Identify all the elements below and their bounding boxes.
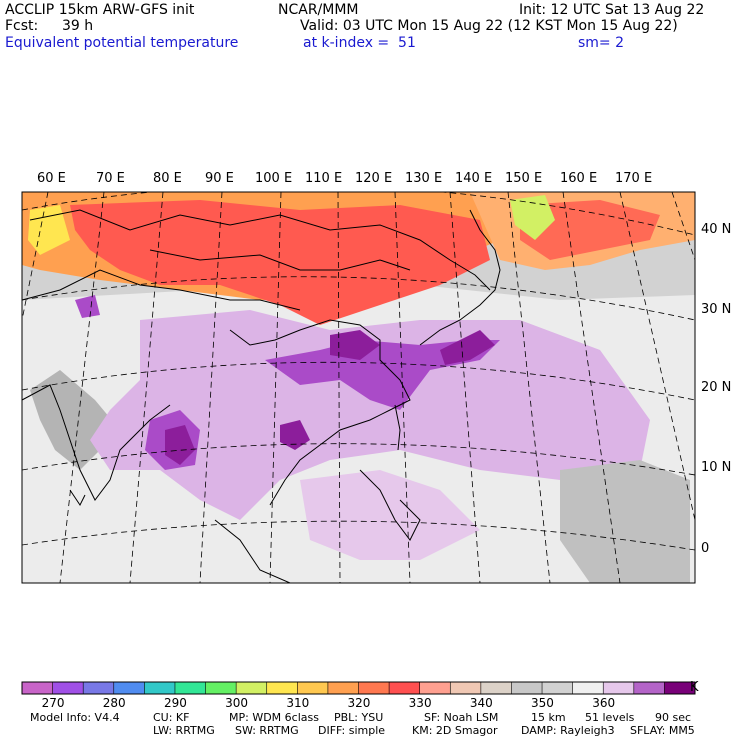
dark-purple-india <box>165 425 195 465</box>
colorbar-tick-label: 280 <box>102 696 126 710</box>
surface-layer-option: SFLAY: MM5 <box>630 724 695 737</box>
colorbar-tick-label: 270 <box>41 696 65 710</box>
coastlines <box>22 209 501 583</box>
colorbar-swatch <box>511 682 543 694</box>
colorbar-swatch <box>633 682 665 694</box>
model-info: Model Info: V4.4 <box>30 711 120 724</box>
longwave-scheme: LW: RRTMG <box>153 724 215 737</box>
level-index: at k-index = 51 <box>303 35 416 51</box>
pbl-scheme: PBL: YSU <box>334 711 384 724</box>
cumulus-scheme: CU: KF <box>153 711 190 724</box>
colorbar-swatch <box>297 682 329 694</box>
lon-label: 170 E <box>615 171 653 186</box>
colorbar-unit: K <box>690 680 699 695</box>
colorbar-swatch <box>83 682 115 694</box>
damping-option: DAMP: Rayleigh3 <box>521 724 615 737</box>
colorbar-swatch <box>358 682 390 694</box>
gray-patches <box>560 460 690 583</box>
lat-label: 0 <box>701 541 710 556</box>
colorbar-swatch <box>144 682 176 694</box>
lon-label: 150 E <box>505 171 543 186</box>
mid-purple-region <box>265 340 500 410</box>
colorbar-tick-label: 360 <box>592 696 616 710</box>
forecast-label: Fcst: <box>5 18 39 34</box>
dark-purple-east <box>440 330 495 365</box>
colorbar-tick-label: 340 <box>469 696 493 710</box>
colorbar-swatch <box>205 682 237 694</box>
colorbar-tick-label: 290 <box>163 696 187 710</box>
dark-purple-core <box>330 330 380 360</box>
map-frame <box>21 191 696 584</box>
colorbar-swatch <box>664 682 696 694</box>
lat-label: 40 N <box>701 222 732 237</box>
surface-scheme: SF: Noah LSM <box>424 711 499 724</box>
lon-label: 80 E <box>153 171 182 186</box>
dark-purple-indochina <box>280 420 310 450</box>
colorbar-tick-label: 300 <box>225 696 249 710</box>
colorbar-swatch <box>22 682 54 694</box>
lon-label: 70 E <box>96 171 125 186</box>
graticule <box>22 192 695 583</box>
time-step: 90 sec <box>655 711 692 724</box>
lon-label: 130 E <box>405 171 443 186</box>
level-count: 51 levels <box>585 711 635 724</box>
lat-label: 20 N <box>701 380 732 395</box>
colorbar-swatch <box>603 682 635 694</box>
center-name: NCAR/MMM <box>278 2 359 18</box>
colorbar-swatch <box>266 682 298 694</box>
model-title: ACCLIP 15km ARW-GFS init <box>5 2 195 18</box>
field-name: Equivalent potential temperature <box>5 35 239 51</box>
colorbar-tick-label: 330 <box>408 696 432 710</box>
yellow-green-patch <box>510 195 555 240</box>
colorbar-swatch <box>52 682 84 694</box>
microphysics-scheme: MP: WDM 6class <box>229 711 319 724</box>
colorbar-swatch <box>389 682 421 694</box>
colorbar-tick-label: 320 <box>347 696 371 710</box>
lon-label: 90 E <box>205 171 234 186</box>
colorbar-swatch <box>572 682 604 694</box>
colorbar-swatch <box>542 682 574 694</box>
colorbar-swatch <box>174 682 207 694</box>
colorbar-swatch <box>236 682 268 694</box>
lon-label: 160 E <box>560 171 598 186</box>
forecast-hours: 39 h <box>62 18 94 34</box>
smoothing: sm= 2 <box>578 35 625 51</box>
valid-time: Valid: 03 UTC Mon 15 Aug 22 (12 KST Mon … <box>300 18 678 34</box>
yellow-patch <box>28 205 70 255</box>
lon-label: 120 E <box>355 171 393 186</box>
lon-label: 60 E <box>37 171 66 186</box>
colorbar-swatch <box>113 682 145 694</box>
diffusion-option: DIFF: simple <box>318 724 386 737</box>
mid-purple-west <box>75 295 100 318</box>
grid-spacing: 15 km <box>531 711 566 724</box>
colorbar-tick-label: 310 <box>286 696 310 710</box>
colorbar-swatch <box>480 682 512 694</box>
colorbar-swatch <box>419 682 451 694</box>
colorbar-tick-label: 350 <box>531 696 554 710</box>
light-purple-south <box>300 470 480 560</box>
lon-label: 110 E <box>305 171 343 186</box>
init-time: Init: 12 UTC Sat 13 Aug 22 <box>519 2 705 18</box>
lon-label: 100 E <box>255 171 293 186</box>
colorbar-swatch <box>327 682 359 694</box>
lat-label: 10 N <box>701 460 732 475</box>
lon-label: 140 E <box>455 171 493 186</box>
km-option: KM: 2D Smagor <box>412 724 498 737</box>
colorbar-swatch <box>450 682 482 694</box>
lat-label: 30 N <box>701 302 732 317</box>
shortwave-scheme: SW: RRTMG <box>235 724 299 737</box>
light-purple-region <box>90 310 650 520</box>
